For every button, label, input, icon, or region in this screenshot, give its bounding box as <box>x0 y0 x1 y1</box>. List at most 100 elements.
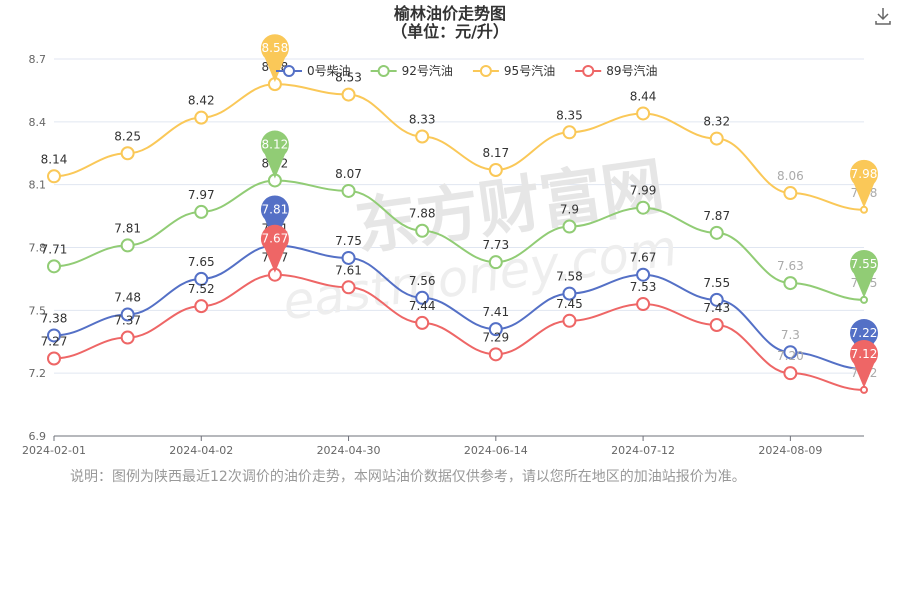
chart-title: 榆林油价走势图 （单位：元/升） <box>0 5 900 41</box>
data-label: 7.97 <box>188 188 215 202</box>
data-point <box>120 307 135 322</box>
series-lines <box>47 77 868 394</box>
data-point <box>488 347 503 362</box>
data-label: 8.42 <box>188 94 215 108</box>
legend-label: 0号柴油 <box>307 64 351 78</box>
data-label: 8.17 <box>482 146 509 160</box>
data-label: 8.33 <box>409 112 436 126</box>
legend-item-3[interactable]: 89号汽油 <box>575 63 657 78</box>
data-label: 7.58 <box>556 270 583 284</box>
data-label: 7.29 <box>482 330 509 344</box>
chart-note: 说明：图例为陕西最近12次调价的油价走势，本网站油价数据仅供参考，请以您所在地区… <box>70 469 746 485</box>
data-label: 7.38 <box>41 311 68 325</box>
data-point <box>709 131 724 146</box>
pin-label: 7.98 <box>851 167 878 181</box>
data-point <box>783 366 798 381</box>
data-point <box>194 204 209 219</box>
axes: 6.9 7.2 7.5 7.8 8.1 8.4 8.7 2024-02-01 2024-04-0… <box>22 53 864 457</box>
download-icon[interactable] <box>874 6 892 26</box>
data-point <box>194 271 209 286</box>
x-tick-label: 2024-08-09 <box>758 444 822 457</box>
data-label: 8.35 <box>556 108 583 122</box>
data-point <box>47 169 61 184</box>
x-tick-label: 2024-04-30 <box>317 444 381 457</box>
legend-swatch-dot <box>479 65 492 77</box>
data-point <box>47 328 61 343</box>
data-point <box>415 223 430 238</box>
data-point <box>415 315 430 330</box>
chart-title-unit: （单位：元/升） <box>391 22 509 41</box>
data-point <box>341 87 356 102</box>
data-point <box>47 351 61 366</box>
x-tick-label: 2024-07-12 <box>611 444 675 457</box>
data-label: 8.44 <box>630 89 657 103</box>
pin-markers: 8.58 8.12 7.81 7.67 7.98 7.55 7.22 7.12 <box>260 34 878 388</box>
legend-item-2[interactable]: 95号汽油 <box>472 63 555 78</box>
data-label: 7.52 <box>188 282 215 296</box>
pin-marker <box>260 34 289 83</box>
legend-swatch-dot <box>283 65 295 77</box>
data-point <box>194 110 209 125</box>
data-label: 7.65 <box>188 255 215 269</box>
pin-marker <box>850 159 878 208</box>
data-label: 7.75 <box>335 234 362 248</box>
data-point <box>341 183 356 198</box>
data-label: 8.07 <box>335 167 362 181</box>
data-point <box>415 129 430 144</box>
legend-item-0[interactable]: 0号柴油 <box>276 64 351 78</box>
data-point <box>341 280 356 295</box>
data-point <box>709 317 724 332</box>
pin-label: 8.12 <box>262 137 289 151</box>
data-label: 7.67 <box>630 251 657 265</box>
data-label: 7.45 <box>556 297 583 311</box>
pin-label: 7.67 <box>262 232 289 246</box>
pin-label: 7.22 <box>851 326 878 340</box>
data-point <box>47 259 61 274</box>
data-label: 7.27 <box>41 335 68 349</box>
data-point <box>120 146 135 161</box>
data-label: 7.61 <box>335 263 362 277</box>
data-label: 7.43 <box>703 301 730 315</box>
data-point <box>783 276 798 291</box>
data-label: 7.37 <box>114 314 141 328</box>
data-label: 8.32 <box>703 115 730 129</box>
data-label: 7.88 <box>409 207 436 221</box>
data-point <box>194 299 209 314</box>
data-label: 7.63 <box>777 259 804 273</box>
data-point <box>341 250 356 265</box>
series-line-3 <box>53 273 865 391</box>
data-point <box>636 267 651 282</box>
data-label: 8.25 <box>114 129 141 143</box>
data-point <box>636 106 651 121</box>
y-tick-label: 7.2 <box>29 367 47 380</box>
legend-label: 92号汽油 <box>402 63 453 78</box>
pin-marker <box>849 340 878 388</box>
y-tick-label: 6.9 <box>29 430 47 443</box>
data-point <box>120 238 135 253</box>
data-point <box>562 286 577 301</box>
data-label: 7.53 <box>630 280 657 294</box>
legend-item-1[interactable]: 92号汽油 <box>370 63 453 78</box>
y-tick-label: 7.5 <box>29 304 47 317</box>
data-label: 8.53 <box>335 71 362 85</box>
pin-label: 7.55 <box>851 257 878 271</box>
data-label: 7.48 <box>114 291 141 305</box>
data-label: 7.71 <box>41 242 68 256</box>
data-point <box>562 313 577 328</box>
legend-label: 95号汽油 <box>504 63 555 78</box>
data-label: 7.87 <box>703 209 730 223</box>
data-point <box>488 163 503 178</box>
x-tick-label: 2024-02-01 <box>22 444 86 457</box>
pin-label: 7.81 <box>262 202 289 216</box>
legend-swatch-dot <box>377 65 390 77</box>
data-label: 8.06 <box>777 169 804 183</box>
series-line-2 <box>53 83 865 211</box>
data-label: 7.44 <box>409 299 436 313</box>
data-label: 7.3 <box>781 328 800 342</box>
pin-marker <box>260 130 289 179</box>
data-label: 7.41 <box>482 305 509 319</box>
chart-title-main: 榆林油价走势图 <box>393 4 506 23</box>
data-point <box>783 186 798 201</box>
legend[interactable]: 0号柴油 92号汽油 95号汽油 89号汽油 <box>276 63 657 78</box>
